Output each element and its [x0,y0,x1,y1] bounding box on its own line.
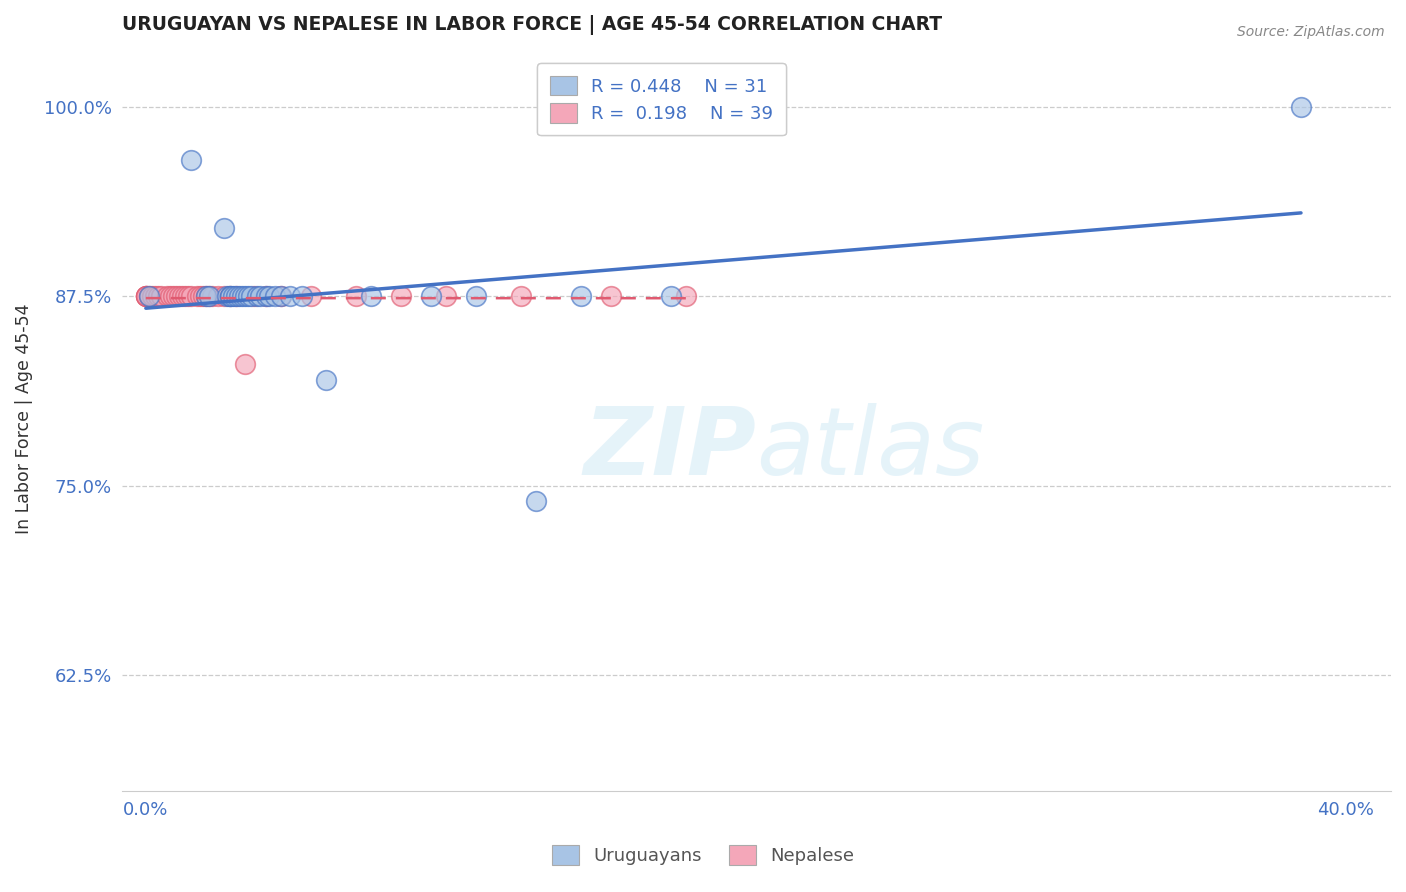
Point [249,289,271,303]
Point [263,289,285,303]
Point [165,289,187,303]
Point [215,289,238,303]
Point [159,289,181,303]
Point [299,289,322,303]
Point [138,289,160,303]
Point [170,289,193,303]
Point [198,289,221,303]
Point [236,289,259,303]
Point [218,289,240,303]
Point [135,289,157,303]
Point [675,289,697,303]
Point [141,289,163,303]
Point [228,289,250,303]
Point [201,289,224,303]
Point [146,289,169,303]
Point [278,289,301,303]
Point [162,289,184,303]
Point [173,289,195,303]
Point [225,289,247,303]
Point [212,289,235,303]
Point [254,289,277,303]
Point [315,373,337,387]
Point [257,289,280,303]
Point [135,289,157,303]
Point [212,221,235,235]
Point [239,289,262,303]
Point [218,289,240,303]
Point [167,289,190,303]
Point [225,289,247,303]
Text: atlas: atlas [756,403,984,494]
Text: ZIP: ZIP [583,403,756,495]
Point [198,289,221,303]
Point [222,289,245,303]
Y-axis label: In Labor Force | Age 45-54: In Labor Force | Age 45-54 [15,304,32,534]
Point [135,289,157,303]
Point [509,289,531,303]
Point [360,289,382,303]
Point [138,289,160,303]
Point [389,289,412,303]
Point [1289,100,1312,114]
Point [270,289,292,303]
Text: Source: ZipAtlas.com: Source: ZipAtlas.com [1237,25,1385,39]
Point [270,289,292,303]
Point [599,289,621,303]
Point [194,289,217,303]
Point [464,289,486,303]
Point [344,289,367,303]
Legend: Uruguayans, Nepalese: Uruguayans, Nepalese [543,836,863,874]
Point [207,289,229,303]
Point [191,289,214,303]
Point [659,289,682,303]
Point [231,289,253,303]
Point [569,289,592,303]
Point [177,289,200,303]
Point [194,289,217,303]
Point [188,289,211,303]
Point [434,289,457,303]
Point [143,289,166,303]
Text: URUGUAYAN VS NEPALESE IN LABOR FORCE | AGE 45-54 CORRELATION CHART: URUGUAYAN VS NEPALESE IN LABOR FORCE | A… [122,15,942,35]
Point [149,289,172,303]
Point [246,289,269,303]
Point [186,289,208,303]
Point [524,493,547,508]
Legend: R = 0.448    N = 31, R =  0.198    N = 39: R = 0.448 N = 31, R = 0.198 N = 39 [537,63,786,136]
Point [243,289,266,303]
Point [135,289,157,303]
Point [156,289,179,303]
Point [419,289,441,303]
Point [180,153,202,168]
Point [291,289,314,303]
Point [233,289,256,303]
Point [180,289,202,303]
Point [254,289,277,303]
Point [218,289,240,303]
Point [233,358,256,372]
